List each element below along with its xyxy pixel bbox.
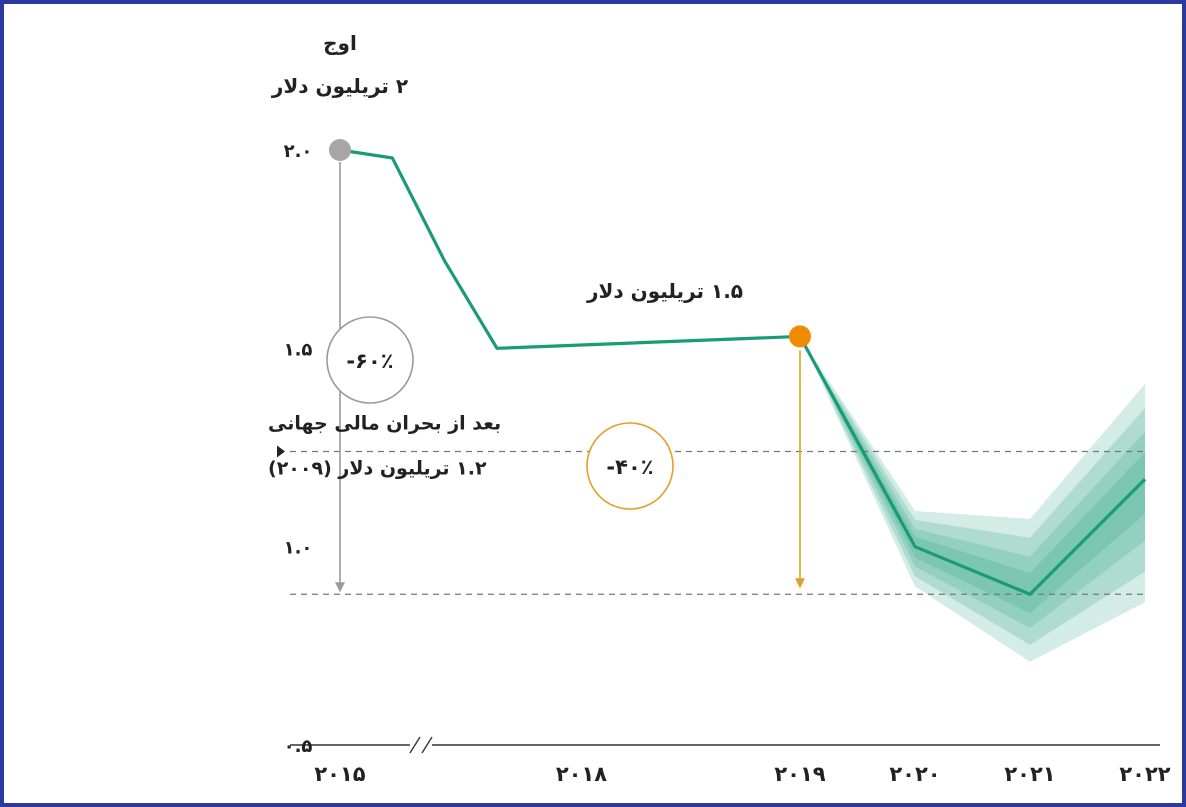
peak-label-line2: ۲ تریلیون دلار [271,74,408,98]
mid-point [789,325,811,348]
reference-label-line1: بعد از بحران مالی جهانی [268,412,501,434]
drop-badge-mid-text: -۴۰٪ [606,455,653,479]
peak-point [329,139,351,161]
drop-badge-peak [326,316,414,404]
drop-arrowhead-peak-icon [335,582,345,593]
y-tick-label: ۱.۰ [284,538,313,559]
x-tick-label: ۲۰۲۲ [1119,762,1170,786]
x-tick-label: ۲۰۲۰ [889,762,940,786]
axis-break-mark-2 [421,736,433,754]
drop-badge-peak-text: -۶۰٪ [346,349,393,373]
drop-arrowhead-mid-icon [795,578,805,589]
reference-marker-icon [277,445,285,458]
x-tick-label: ۲۰۱۸ [556,762,607,786]
axis-break-mark-1 [409,736,421,754]
y-tick-label: ۲.۰ [284,141,313,162]
mid-label: ۱.۵ تریلیون دلار [586,279,743,303]
drop-badge-mid [586,422,674,510]
x-tick-label: ۲۰۱۹ [774,762,825,786]
forecast-band-layer-4 [800,336,1145,614]
reference-label-line2: ۱.۲ تریلیون دلار (۲۰۰۹) [268,457,487,479]
y-tick-label: ۱.۵ [284,339,313,360]
y-tick-label: ۰.۵ [284,736,313,757]
x-tick-label: ۲۰۱۵ [314,762,365,786]
peak-label-line1: اوج [323,31,357,55]
series-line [339,148,1147,596]
x-tick-label: ۲۰۲۱ [1004,762,1055,786]
